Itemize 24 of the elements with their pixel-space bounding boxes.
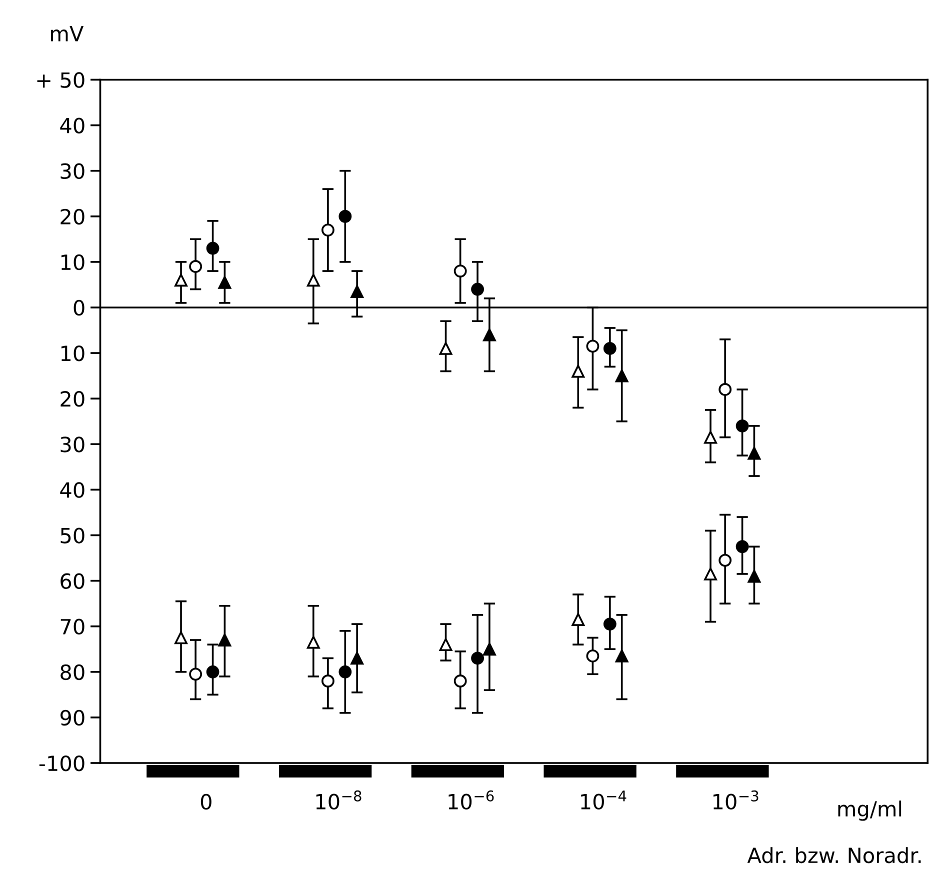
y-tick-label: 30 [60, 436, 84, 452]
y-tick-label: 60 [60, 573, 84, 589]
y-axis-title: mV [51, 26, 84, 42]
x-axis-title: mg/ml [838, 800, 902, 821]
y-tick-label: + 50 [37, 72, 84, 88]
y-tick-label: 90 [60, 710, 84, 726]
y-tick-label: 50 [60, 528, 84, 544]
y-tick-label: -100 [39, 755, 84, 772]
y-tick-label: 70 [60, 618, 84, 635]
y-tick-label: 20 [60, 208, 84, 225]
x-tick-label: 10$^{−3}$ [713, 790, 758, 810]
x-tick-label: 10$^{−8}$ [316, 790, 362, 810]
x-tick-label: 10$^{−4}$ [581, 790, 626, 810]
x-tick-label: 10$^{−6}$ [448, 790, 494, 810]
y-tick-label: 40 [60, 482, 84, 498]
y-tick-label: 10 [61, 254, 84, 270]
y-tick-label: 0 [74, 300, 84, 316]
y-tick-label: 40 [60, 118, 84, 134]
y-tick-label: 10 [61, 345, 84, 362]
x-tick-label: 0 [200, 794, 212, 810]
y-tick-label: 30 [60, 163, 84, 180]
y-tick-label: 20 [60, 391, 84, 407]
y-tick-label: 80 [60, 664, 84, 680]
text: Adr. bzw. Noradr. [747, 847, 921, 864]
